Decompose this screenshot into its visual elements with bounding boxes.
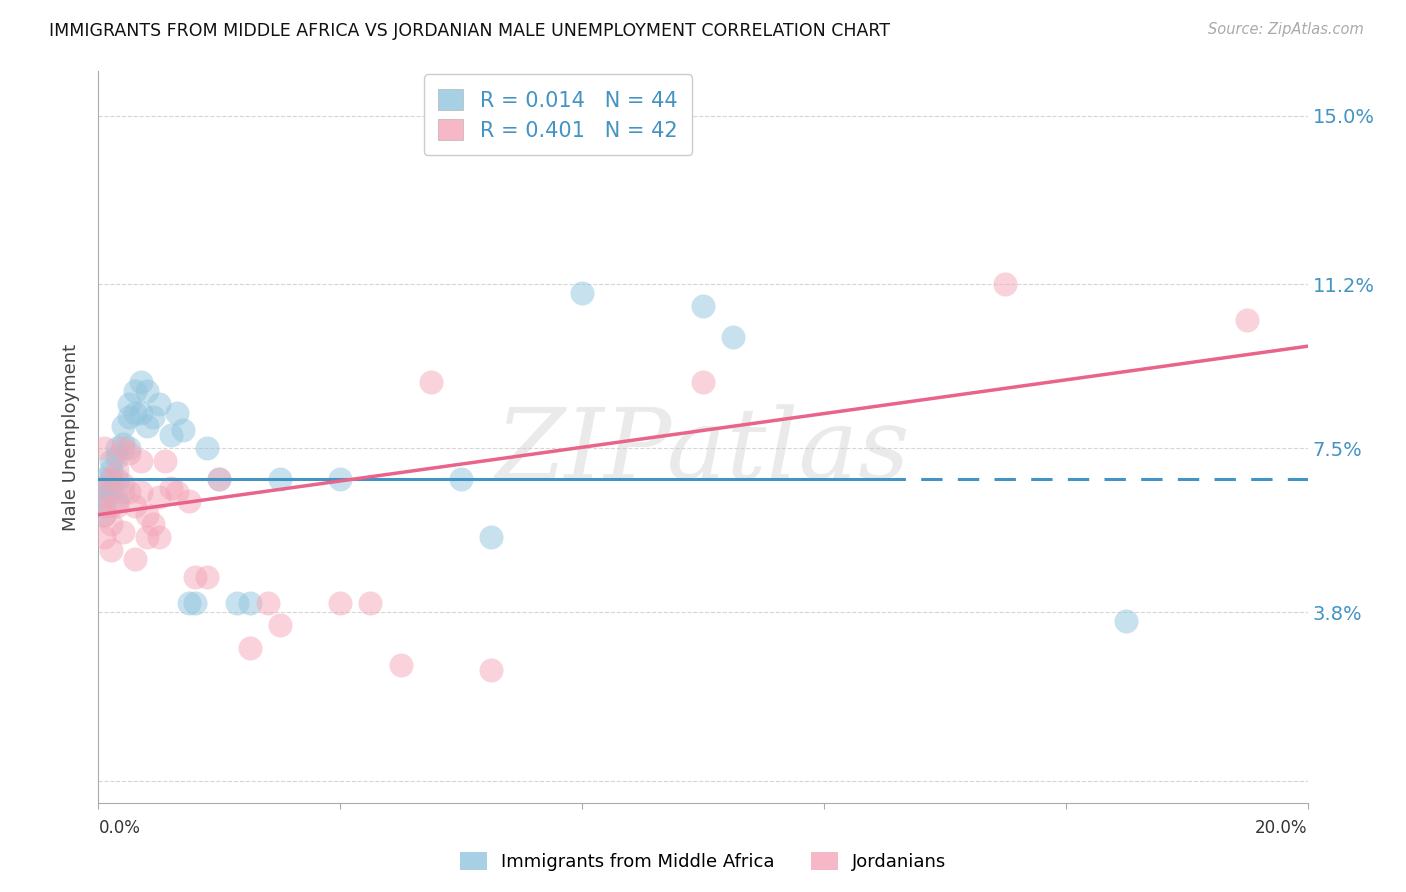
Point — [135, 530, 157, 544]
Point — [111, 476, 134, 491]
Point — [1236, 312, 1258, 326]
Point — [142, 516, 165, 531]
Point — [100, 472, 122, 486]
Point — [239, 596, 262, 610]
Point — [239, 640, 262, 655]
Point — [148, 490, 170, 504]
Point — [160, 481, 183, 495]
Point — [100, 454, 122, 468]
Point — [195, 441, 218, 455]
Y-axis label: Male Unemployment: Male Unemployment — [62, 343, 80, 531]
Point — [129, 454, 152, 468]
Point — [179, 596, 201, 610]
Point — [111, 441, 134, 455]
Point — [105, 472, 128, 486]
Point — [124, 384, 146, 398]
Point — [135, 419, 157, 434]
Point — [105, 441, 128, 455]
Point — [100, 463, 122, 477]
Point — [723, 330, 745, 344]
Point — [93, 490, 115, 504]
Text: Source: ZipAtlas.com: Source: ZipAtlas.com — [1208, 22, 1364, 37]
Point — [93, 508, 115, 522]
Point — [148, 530, 170, 544]
Text: IMMIGRANTS FROM MIDDLE AFRICA VS JORDANIAN MALE UNEMPLOYMENT CORRELATION CHART: IMMIGRANTS FROM MIDDLE AFRICA VS JORDANI… — [49, 22, 890, 40]
Point — [329, 596, 352, 610]
Point — [105, 499, 128, 513]
Point — [135, 508, 157, 522]
Point — [100, 516, 122, 531]
Point — [129, 375, 152, 389]
Point — [111, 525, 134, 540]
Point — [135, 384, 157, 398]
Point — [360, 596, 382, 610]
Point — [93, 481, 115, 495]
Text: ZIPatlas: ZIPatlas — [496, 404, 910, 500]
Point — [420, 375, 443, 389]
Point — [269, 472, 291, 486]
Point — [118, 485, 141, 500]
Point — [129, 485, 152, 500]
Point — [256, 596, 278, 610]
Point — [129, 406, 152, 420]
Point — [118, 441, 141, 455]
Point — [124, 499, 146, 513]
Point — [93, 472, 115, 486]
Point — [148, 397, 170, 411]
Point — [93, 485, 115, 500]
Point — [692, 299, 714, 313]
Text: 0.0%: 0.0% — [98, 819, 141, 837]
Point — [124, 406, 146, 420]
Point — [481, 530, 503, 544]
Point — [389, 658, 412, 673]
Point — [100, 499, 122, 513]
Point — [184, 596, 207, 610]
Legend: Immigrants from Middle Africa, Jordanians: Immigrants from Middle Africa, Jordanian… — [453, 845, 953, 879]
Point — [329, 472, 352, 486]
Point — [208, 472, 231, 486]
Point — [208, 472, 231, 486]
Point — [195, 570, 218, 584]
Point — [160, 428, 183, 442]
Point — [105, 463, 128, 477]
Point — [93, 508, 115, 522]
Point — [118, 397, 141, 411]
Point — [111, 419, 134, 434]
Point — [124, 552, 146, 566]
Point — [166, 406, 188, 420]
Text: 20.0%: 20.0% — [1256, 819, 1308, 837]
Point — [111, 436, 134, 450]
Point — [93, 441, 115, 455]
Point — [450, 472, 472, 486]
Point — [142, 410, 165, 425]
Point — [100, 472, 122, 486]
Point — [184, 570, 207, 584]
Point — [994, 277, 1017, 292]
Point — [179, 494, 201, 508]
Point — [1115, 614, 1137, 628]
Point — [105, 450, 128, 464]
Point — [93, 499, 115, 513]
Point — [481, 663, 503, 677]
Point — [105, 494, 128, 508]
Point — [571, 285, 593, 300]
Point — [118, 445, 141, 459]
Point — [100, 543, 122, 558]
Point — [118, 410, 141, 425]
Point — [153, 454, 176, 468]
Point — [111, 485, 134, 500]
Point — [166, 485, 188, 500]
Legend: R = 0.014   N = 44, R = 0.401   N = 42: R = 0.014 N = 44, R = 0.401 N = 42 — [423, 74, 692, 155]
Point — [692, 375, 714, 389]
Point — [269, 618, 291, 632]
Point — [93, 530, 115, 544]
Point — [226, 596, 249, 610]
Point — [172, 424, 194, 438]
Point — [100, 485, 122, 500]
